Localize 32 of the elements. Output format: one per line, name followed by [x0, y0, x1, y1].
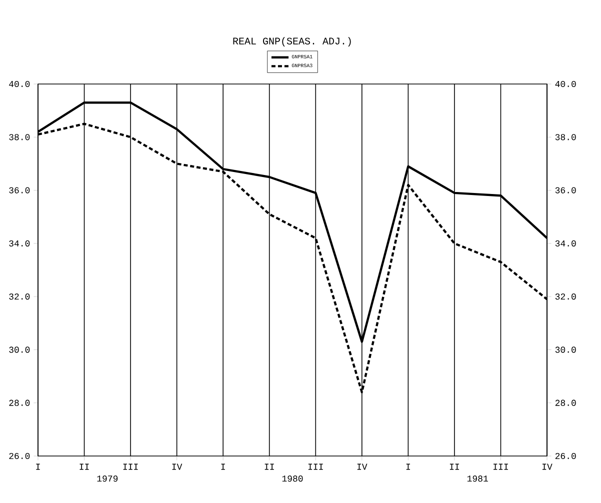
x-tick-label: II [80, 464, 89, 470]
y-tick-label: 34.0 [9, 240, 30, 246]
y-tick-label: 38.0 [9, 134, 30, 140]
y-tick-label: 32.0 [9, 294, 30, 300]
y2-tick-label: 36.0 [555, 187, 576, 194]
y2-tick-label: 34.0 [555, 240, 576, 246]
text: 1981 [467, 476, 488, 482]
x-tick-label: IV [542, 464, 552, 470]
y2-tick-label: 26.0 [555, 452, 576, 460]
y-tick-label: 40.0 [9, 80, 30, 88]
y-tick-label: 30.0 [9, 346, 30, 353]
text: 1979 [97, 476, 118, 482]
y2-tick-label: 40.0 [555, 80, 576, 88]
y2-tick-label: 38.0 [555, 134, 576, 140]
y2-tick-label: 32.0 [555, 294, 576, 300]
x-tick-label: II [264, 464, 274, 470]
x-tick-label: III [123, 464, 138, 470]
y2-tick-label: 30.0 [555, 346, 576, 353]
x-tick-label: IV [357, 464, 368, 470]
x-tick-label: IV [172, 464, 182, 470]
x-tick-label: III [308, 464, 323, 470]
x-tick-label: I [36, 464, 40, 470]
x-tick-label: III [494, 464, 508, 470]
text: 1980 [282, 476, 303, 482]
y-tick-label: 28.0 [9, 400, 30, 406]
y2-tick-label: 28.0 [555, 400, 576, 406]
x-tick-label: II [450, 464, 459, 470]
x-tick-label: I [221, 464, 225, 470]
y-tick-label: 36.0 [9, 187, 30, 194]
chart-title: REAL GNP(SEAS. ADJ.) [233, 37, 351, 46]
x-tick-label: I [406, 464, 410, 470]
y-tick-label: 26.0 [9, 452, 30, 460]
